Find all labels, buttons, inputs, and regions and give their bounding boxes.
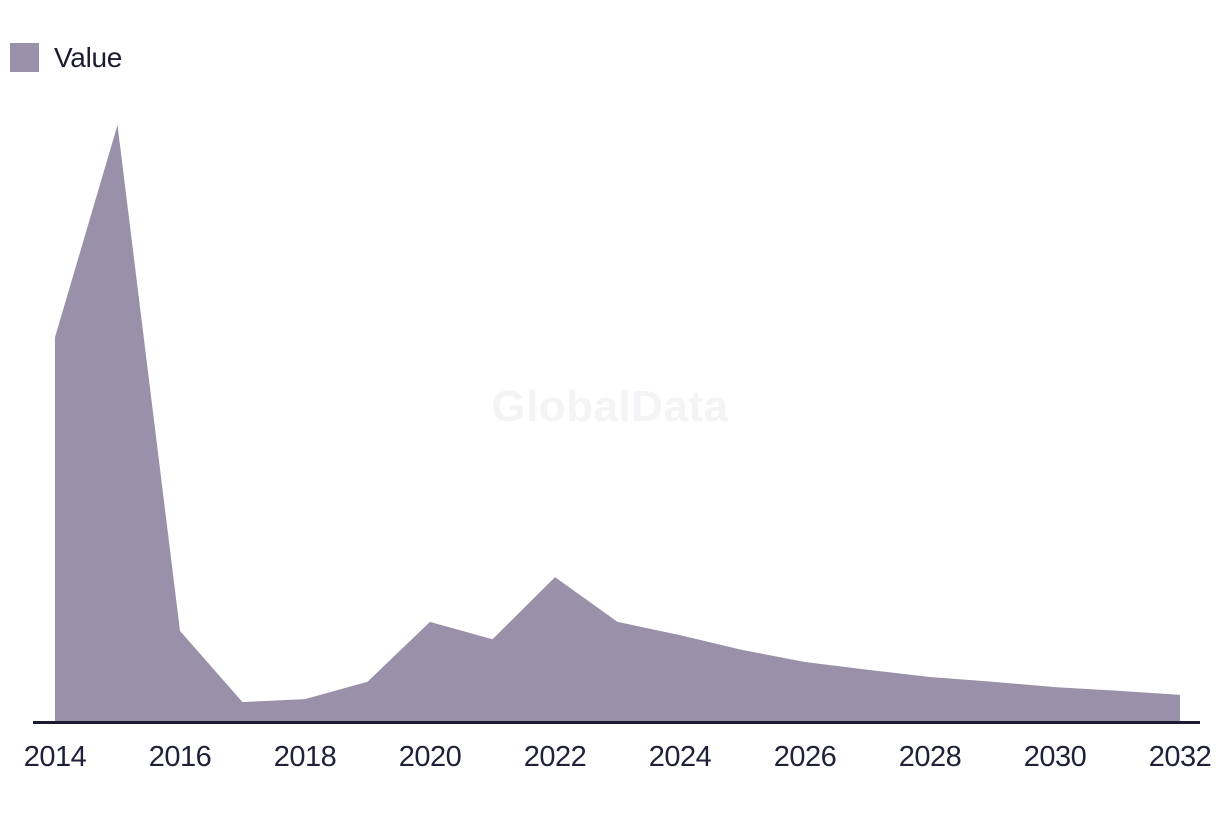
x-axis-tick-label: 2016 bbox=[149, 741, 212, 773]
x-axis-tick-label: 2024 bbox=[649, 741, 712, 773]
legend-item-value[interactable]: Value bbox=[10, 43, 122, 72]
x-axis-tick-label: 2028 bbox=[899, 741, 962, 773]
x-axis-tick-label: 2014 bbox=[24, 741, 87, 773]
watermark: GlobalData bbox=[491, 382, 729, 431]
x-axis-tick-label: 2030 bbox=[1024, 741, 1087, 773]
area-series bbox=[55, 125, 1180, 723]
legend-swatch-icon bbox=[10, 43, 39, 72]
legend-label: Value bbox=[54, 41, 123, 73]
x-axis-tick-label: 2018 bbox=[274, 741, 337, 773]
x-axis-tick-label: 2032 bbox=[1149, 741, 1212, 773]
legend: Value bbox=[10, 43, 122, 72]
x-axis-tick-label: 2022 bbox=[524, 741, 587, 773]
x-axis-tick-label: 2026 bbox=[774, 741, 837, 773]
x-axis-tick-labels: 2014 2016 2018 2020 2022 2024 2026 2028 2030 2032 bbox=[24, 741, 1212, 773]
x-axis-tick-label: 2020 bbox=[399, 741, 462, 773]
